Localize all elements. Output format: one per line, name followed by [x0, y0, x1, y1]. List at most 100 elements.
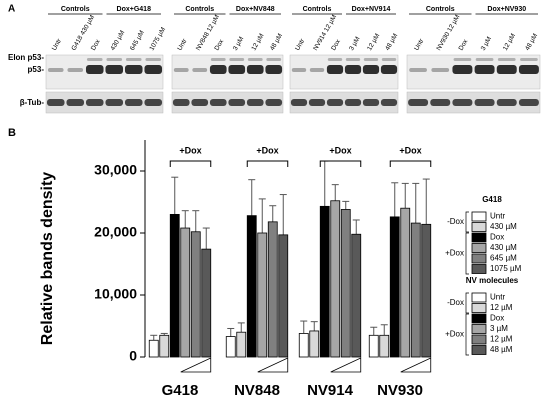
band [246, 99, 264, 106]
band [47, 68, 64, 72]
dox-bracket [389, 160, 432, 167]
legend-title: G418 [482, 195, 502, 204]
bar [278, 234, 289, 358]
lane-label: 430 µM [109, 29, 126, 51]
lane-label: Dox [90, 38, 102, 52]
band [326, 99, 344, 106]
band [246, 65, 264, 74]
row-label: Elon p53- [8, 53, 44, 62]
lane-label: 3 µM [232, 36, 245, 52]
x-tick-label: G418 [162, 382, 199, 399]
panel-label: B [8, 127, 16, 139]
legend-group-label: -Dox [447, 298, 464, 307]
blot-header: Controls [61, 6, 90, 13]
band [362, 65, 380, 74]
band [192, 68, 208, 72]
bar [180, 227, 191, 358]
band [144, 65, 163, 74]
lane-label: Untr [294, 37, 307, 52]
panel-label: A [8, 4, 15, 15]
bar [389, 216, 400, 358]
lane-label: 3 µM [348, 36, 361, 52]
dox-bracket [246, 160, 289, 167]
band [327, 58, 343, 61]
lane-label: 645 µM [129, 29, 146, 51]
bar [298, 333, 309, 358]
band [453, 58, 472, 61]
band [228, 99, 246, 106]
legend-title: NV molecules [466, 276, 519, 285]
lane-label: 3 µM [480, 36, 493, 52]
band [67, 68, 84, 72]
band [363, 58, 379, 61]
bar [169, 213, 180, 358]
dose-triangle [400, 357, 432, 373]
legend-swatch [471, 292, 487, 303]
bar [246, 215, 257, 358]
band [520, 58, 538, 61]
legend-label: 12 µM [490, 335, 513, 344]
bar [351, 233, 362, 358]
band [265, 65, 283, 74]
lane-label: NV930 12 µM [435, 14, 461, 52]
lane-label: 12 µM [366, 33, 381, 52]
legend-bracket [465, 211, 469, 233]
band [474, 65, 495, 74]
legend-label: Dox [490, 314, 504, 323]
lane-label: 48 µM [384, 33, 399, 52]
bar [267, 221, 278, 358]
band [345, 58, 361, 61]
x-tick-label: NV848 [234, 382, 280, 399]
lane-label: 1075 µM [148, 26, 167, 52]
dox-annotation: +Dox [329, 145, 351, 155]
band [474, 99, 495, 106]
lane-label: 48 µM [524, 33, 539, 52]
blot-header: Dox+NV848 [236, 6, 275, 13]
lane-label: 48 µM [269, 33, 284, 52]
band [228, 65, 246, 74]
blot-header: Controls [426, 6, 455, 13]
band [66, 99, 85, 106]
bar [379, 334, 390, 358]
bar [190, 231, 201, 358]
bar [340, 209, 351, 358]
bar [201, 248, 212, 358]
band [308, 99, 326, 106]
band [209, 65, 227, 74]
band [326, 65, 344, 74]
bar [148, 339, 159, 358]
band [475, 58, 494, 61]
legend-label: 430 µM [490, 243, 517, 252]
legend-label: Dox [490, 233, 504, 242]
blot-p53 [289, 54, 399, 90]
legend-bracket [465, 232, 469, 275]
blot-p53 [45, 54, 164, 90]
legend-swatch [471, 303, 487, 313]
band [191, 99, 209, 106]
legend-label: Untr [490, 293, 505, 302]
blot-header: Dox+NV930 [487, 6, 526, 13]
legend-swatch [471, 334, 487, 345]
dose-triangle [257, 357, 289, 373]
x-tick-label: NV914 [307, 382, 354, 399]
legend-bracket [465, 292, 469, 314]
lane-label: Untr [176, 37, 189, 52]
bar [410, 222, 421, 358]
bar [309, 330, 320, 358]
lane-label: Dox [330, 38, 342, 52]
band [85, 65, 104, 74]
band [497, 58, 516, 61]
legend-group-label: -Dox [447, 217, 464, 226]
lane-label: Untr [413, 37, 426, 52]
band [105, 65, 124, 74]
legend-label: 48 µM [490, 345, 513, 354]
legend-label: 645 µM [490, 254, 517, 263]
legend-bracket [465, 313, 469, 356]
legend-swatch [471, 253, 487, 264]
bar [421, 223, 432, 358]
band [431, 68, 450, 72]
bar [159, 334, 170, 358]
band [210, 58, 226, 61]
dose-triangle [180, 357, 212, 373]
x-tick-label: NV930 [377, 382, 423, 399]
